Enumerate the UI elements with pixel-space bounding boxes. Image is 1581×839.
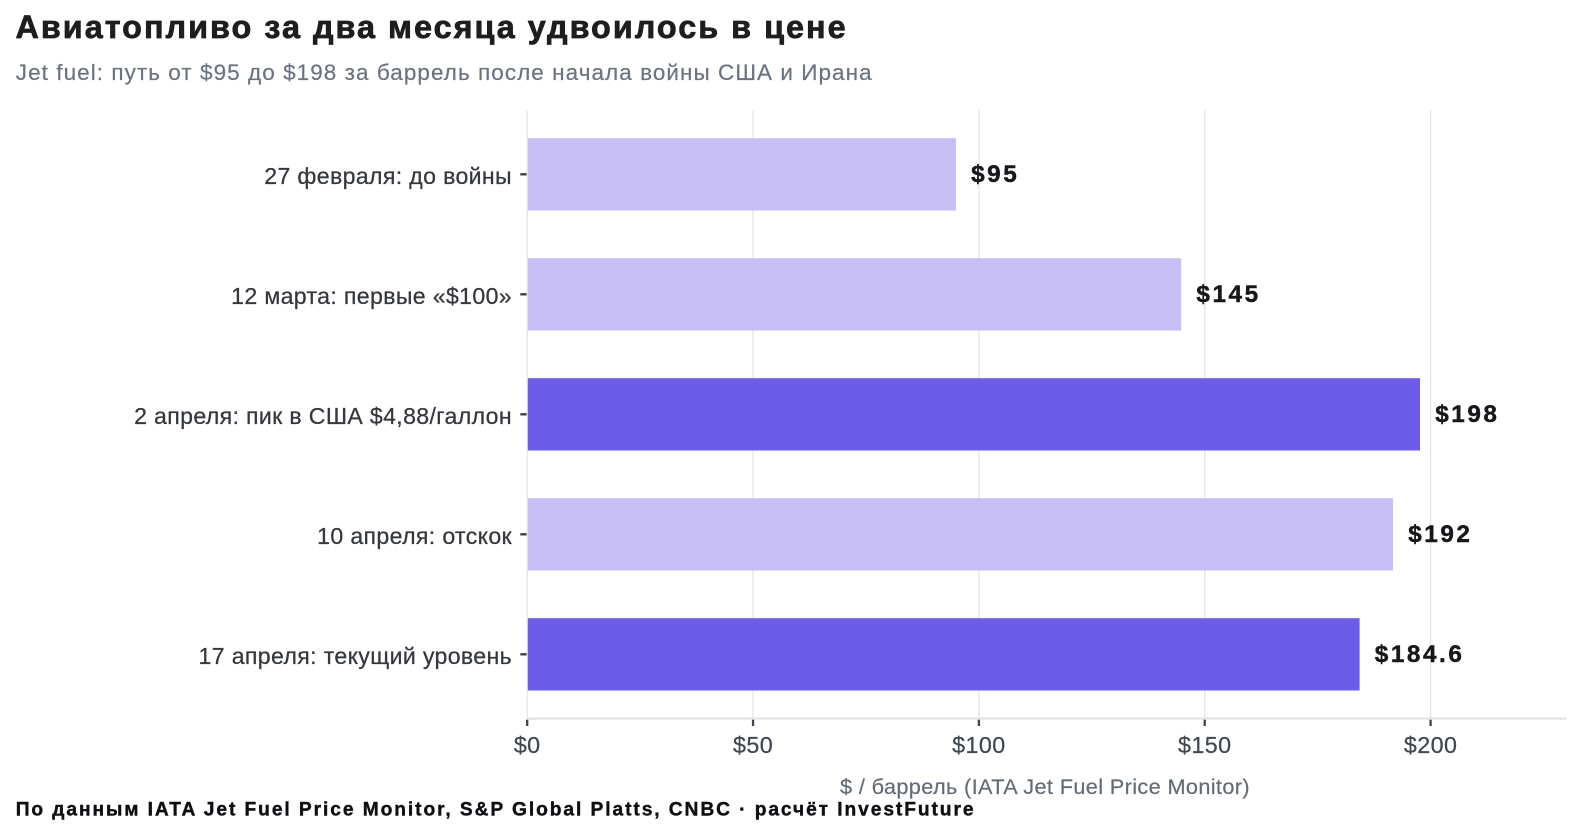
- svg-text:По данным IATA Jet Fuel Price: По данным IATA Jet Fuel Price Monitor, S…: [16, 799, 976, 820]
- svg-text:2 апреля: пик в США $4,88/галл: 2 апреля: пик в США $4,88/галлон: [134, 403, 512, 429]
- svg-text:$145: $145: [1196, 281, 1260, 308]
- svg-text:$0: $0: [514, 732, 541, 758]
- svg-text:$200: $200: [1404, 732, 1457, 758]
- svg-text:27 февраля: до войны: 27 февраля: до войны: [264, 163, 512, 189]
- svg-text:$192: $192: [1408, 521, 1472, 548]
- svg-text:$50: $50: [733, 732, 773, 758]
- svg-text:$ / баррель (IATA Jet Fuel Pri: $ / баррель (IATA Jet Fuel Price Monitor…: [840, 774, 1250, 799]
- svg-text:$150: $150: [1178, 732, 1231, 758]
- svg-text:$95: $95: [971, 161, 1019, 188]
- svg-text:Авиатопливо за два месяца удво: Авиатопливо за два месяца удвоилось в це…: [16, 9, 848, 45]
- svg-text:17 апреля: текущий уровень: 17 апреля: текущий уровень: [199, 643, 512, 669]
- svg-text:$198: $198: [1435, 401, 1499, 428]
- svg-text:10 апреля: отскок: 10 апреля: отскок: [317, 523, 512, 549]
- svg-text:12 марта: первые «$100»: 12 марта: первые «$100»: [231, 283, 512, 309]
- svg-text:Jet fuel: путь от $95 до $198: Jet fuel: путь от $95 до $198 за баррель…: [16, 60, 873, 85]
- svg-text:$100: $100: [952, 732, 1005, 758]
- svg-text:$184.6: $184.6: [1375, 641, 1465, 668]
